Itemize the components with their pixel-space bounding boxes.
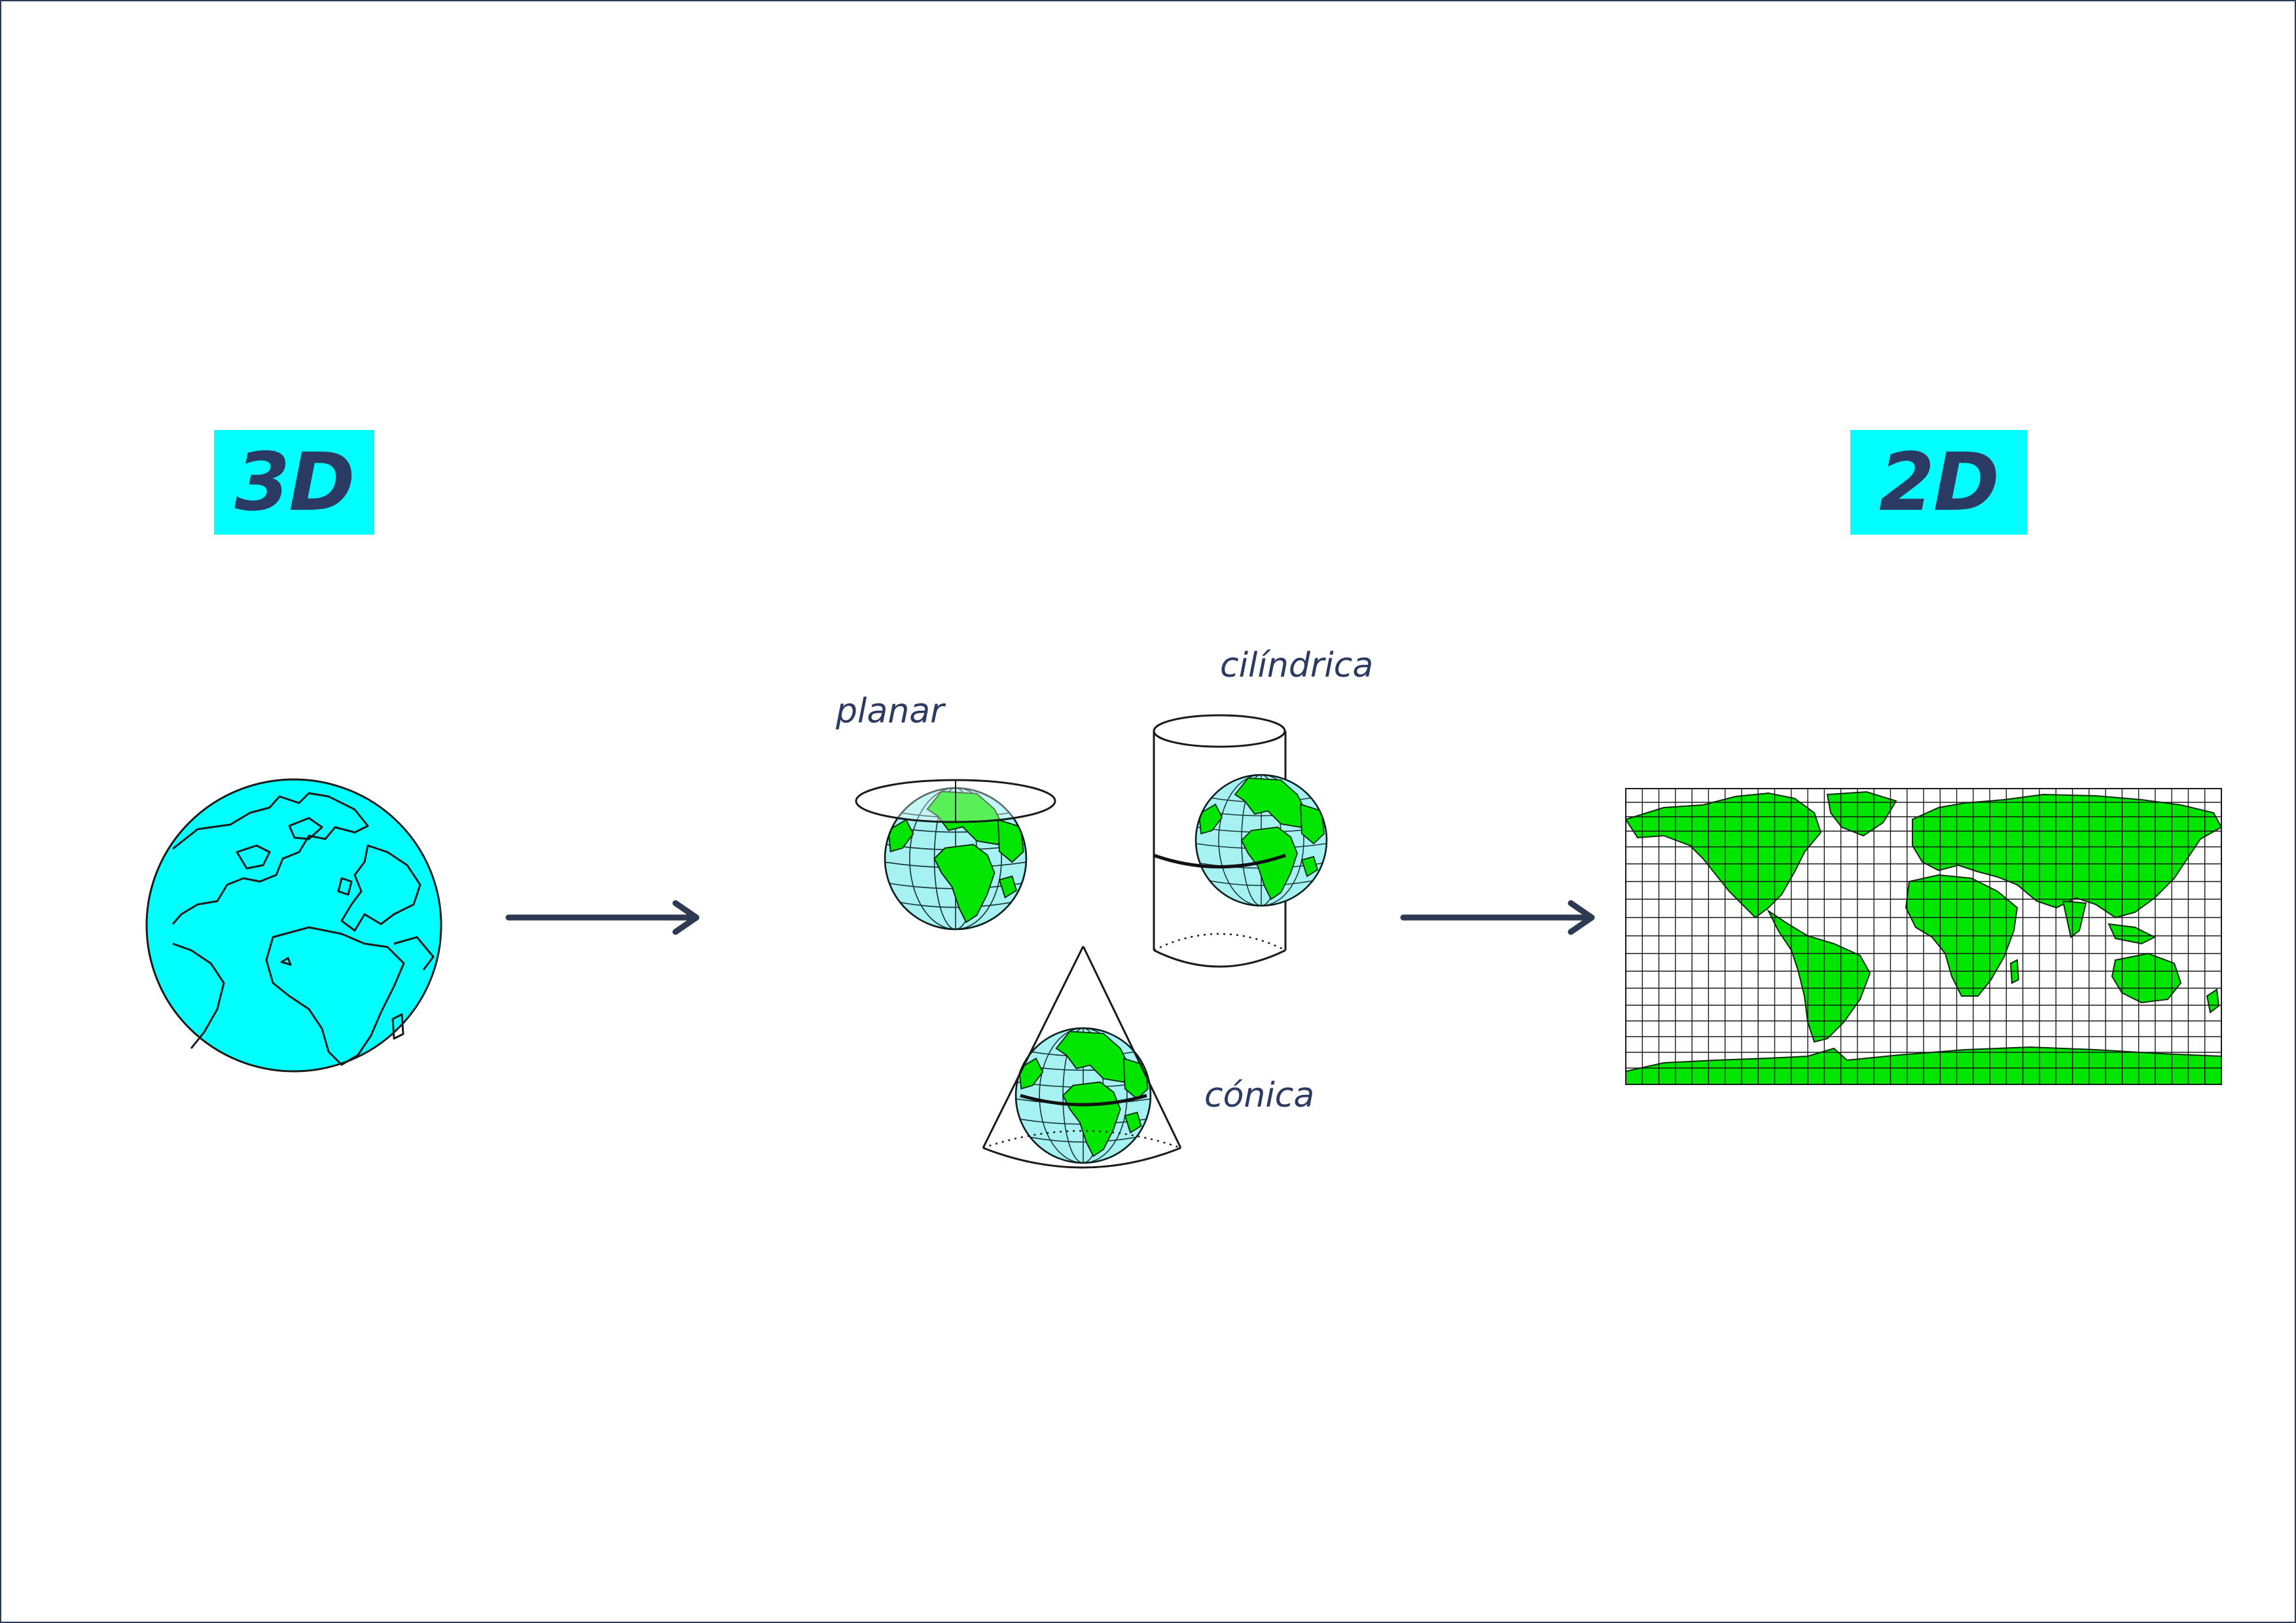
cylindrical-projection-icon bbox=[1153, 714, 1328, 968]
map-graticule bbox=[1626, 789, 2221, 1084]
label-planar: planar bbox=[836, 692, 944, 731]
label-cylindrical: cilíndrica bbox=[1220, 646, 1374, 685]
planar-projection-icon bbox=[855, 779, 1056, 931]
tag-2d: 2D bbox=[1850, 430, 2027, 535]
arrow-right-icon bbox=[505, 900, 700, 935]
tag-3d: 3D bbox=[214, 430, 374, 535]
world-map-2d-icon bbox=[1625, 788, 2222, 1085]
globe-3d-icon bbox=[145, 778, 442, 1073]
conic-projection-icon bbox=[982, 946, 1182, 1169]
arrow-right-icon bbox=[1400, 900, 1595, 935]
label-conic: cónica bbox=[1204, 1076, 1315, 1115]
